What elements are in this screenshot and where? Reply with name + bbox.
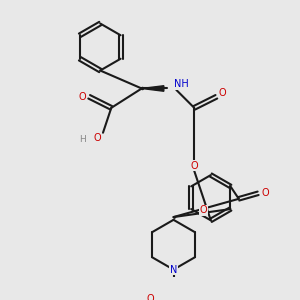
Text: O: O — [218, 88, 226, 98]
Text: NH: NH — [173, 79, 188, 89]
Text: O: O — [78, 92, 86, 102]
Text: O: O — [146, 294, 154, 300]
Text: O: O — [94, 133, 101, 143]
Text: O: O — [261, 188, 269, 198]
Text: O: O — [200, 205, 207, 215]
Polygon shape — [142, 86, 164, 91]
Text: H: H — [79, 135, 86, 144]
Text: N: N — [170, 265, 177, 275]
Text: O: O — [190, 161, 198, 171]
